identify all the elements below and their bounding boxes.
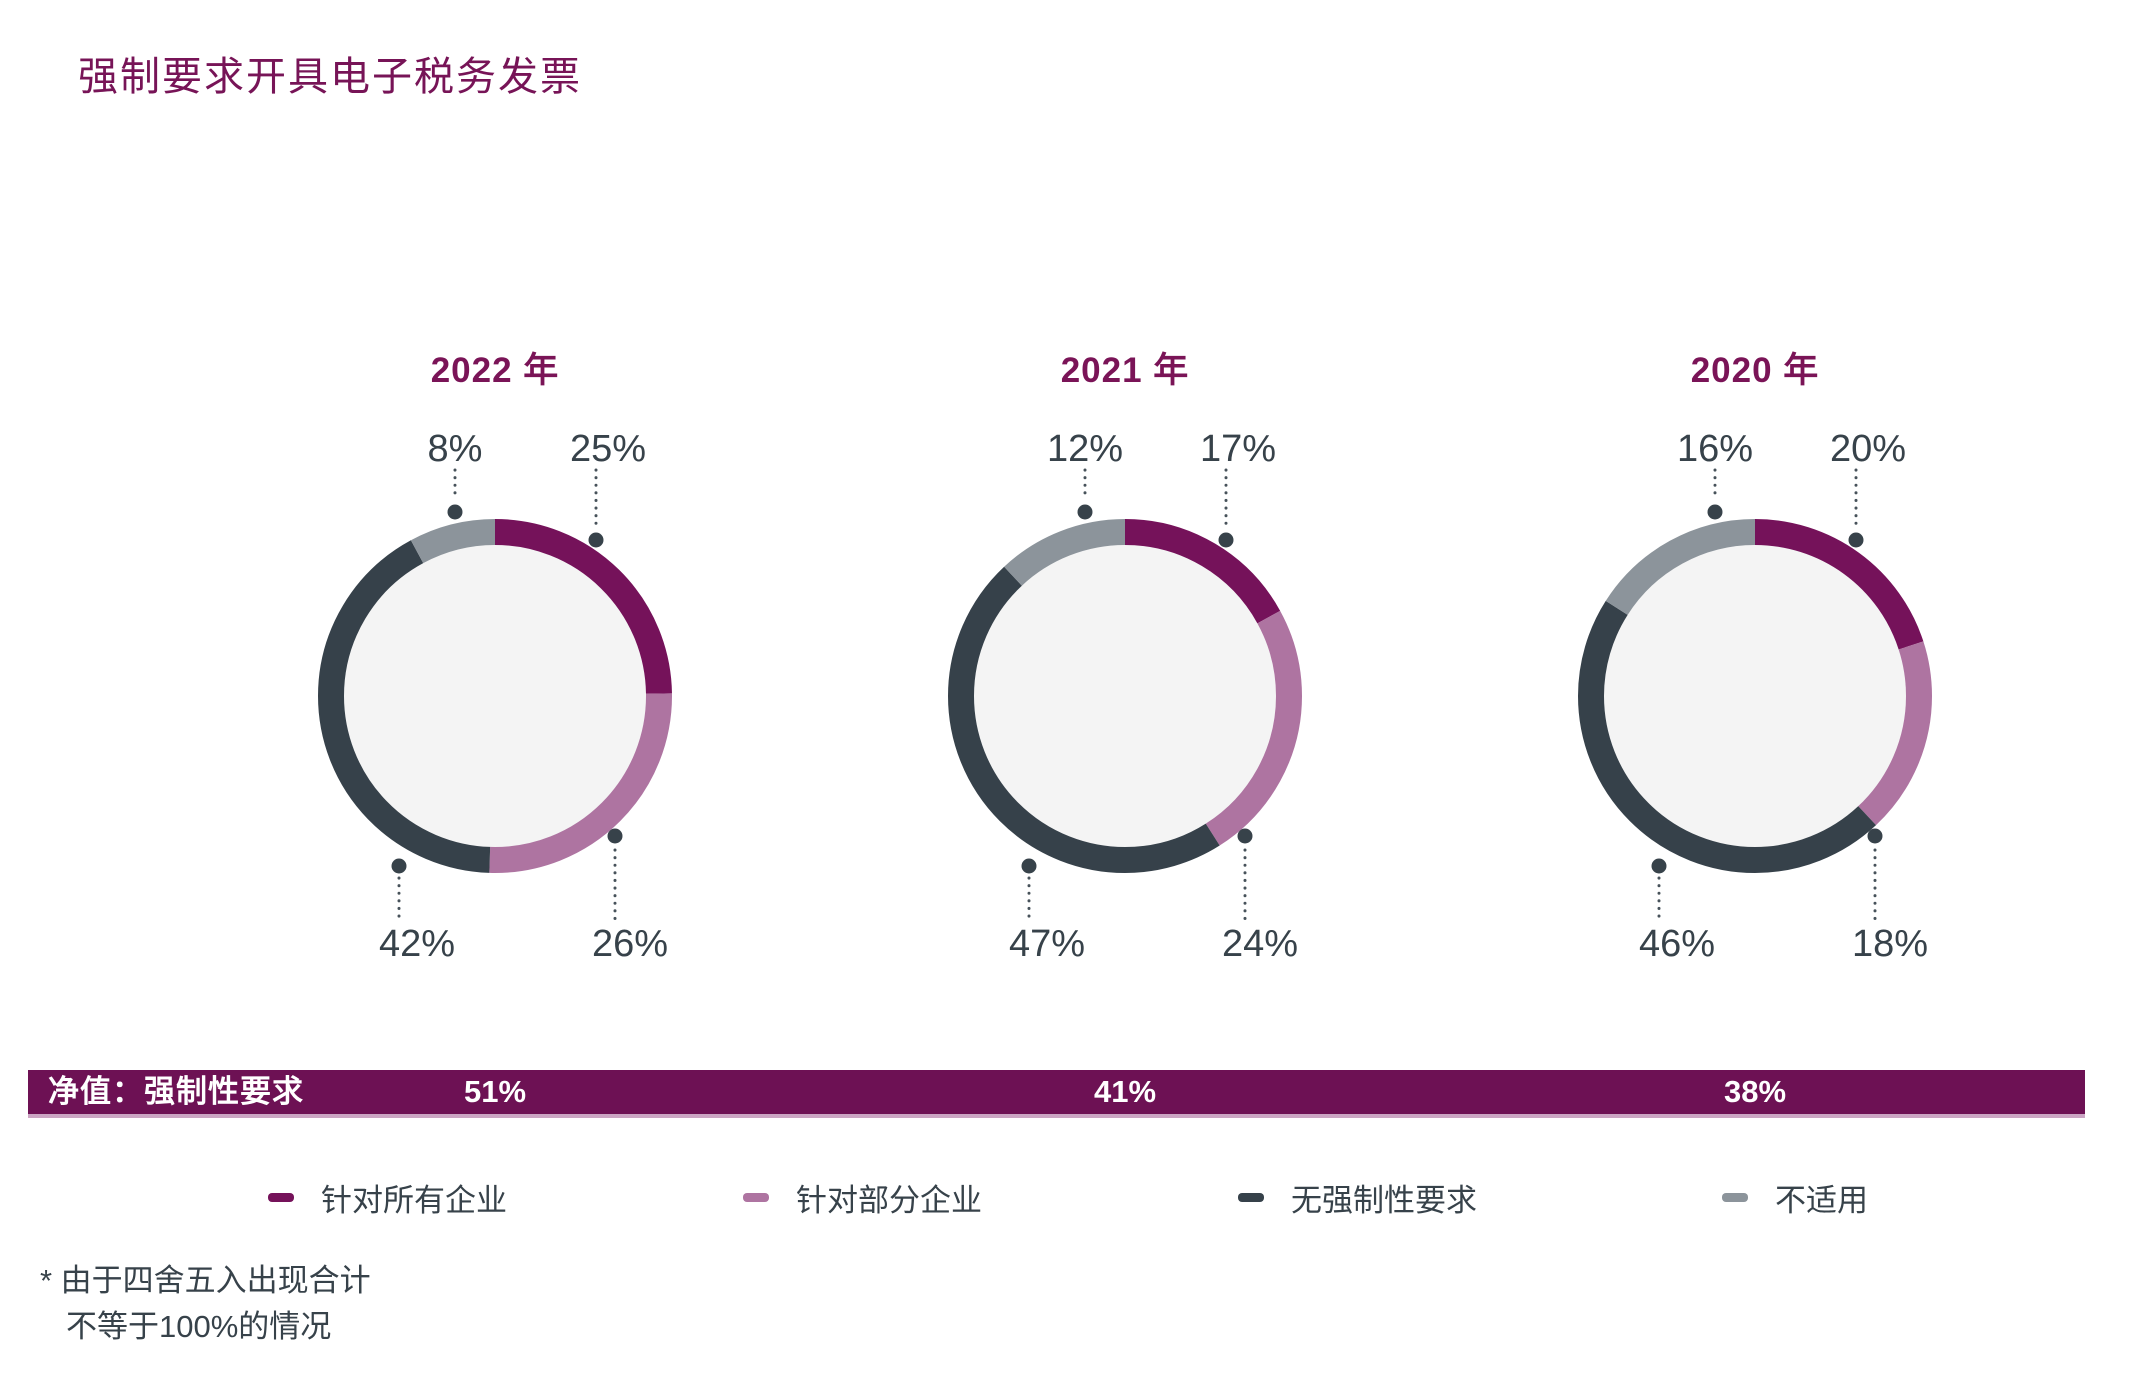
net-value-bar-label: 净值：强制性要求	[48, 1074, 304, 1109]
legend-item-not-applicable: 不适用	[1722, 1177, 1868, 1218]
segment-percent-label: 47%	[1009, 923, 1085, 965]
legend-marker-no-mandate-icon	[1238, 1192, 1264, 1202]
chart-year-title-2020: 2020 年	[1690, 351, 1820, 390]
page-title: 强制要求开具电子税务发票	[78, 55, 582, 99]
donut-segment-针对部分企业	[1578, 519, 1932, 873]
legend-label-not-applicable: 不适用	[1775, 1182, 1868, 1218]
callout-dot	[1237, 828, 1253, 844]
legend-item-no-mandate: 无强制性要求	[1238, 1177, 1477, 1218]
callout-dot	[1218, 532, 1234, 548]
donut-inner-disc	[1604, 545, 1906, 847]
segment-percent-label: 26%	[592, 923, 668, 965]
footnote-line-2: 不等于100%的情况	[66, 1309, 332, 1344]
chart-year-title-2021: 2021 年	[1060, 351, 1190, 390]
net-value-bar: 净值：强制性要求 51% 41% 38%	[28, 1070, 2085, 1118]
donut-segment-针对部分企业	[948, 519, 1302, 873]
segment-percent-label: 24%	[1222, 923, 1298, 965]
donut-chart-2020: 20% 18% 46% 16%	[1578, 428, 1932, 965]
callout-dot	[1021, 858, 1037, 874]
legend-marker-not-applicable-icon	[1722, 1192, 1748, 1202]
chart-year-title-2022: 2022 年	[430, 351, 560, 390]
legend-label-all-companies: 针对所有企业	[321, 1182, 507, 1218]
donut-chart-2022: 25% 26% 42% 8%	[318, 428, 672, 965]
segment-percent-label: 25%	[570, 428, 646, 470]
legend-item-all-companies: 针对所有企业	[268, 1177, 507, 1218]
footnote: * 由于四舍五入出现合计 不等于100%的情况	[40, 1258, 371, 1350]
donut-segment-无强制性要求	[1578, 519, 1932, 873]
callout-dot	[1651, 858, 1667, 874]
legend-label-some-companies: 针对部分企业	[796, 1182, 982, 1218]
net-value-2022: 51%	[463, 1074, 527, 1109]
segment-percent-label: 46%	[1639, 923, 1715, 965]
donut-inner-disc	[974, 545, 1276, 847]
legend-marker-all-companies-icon	[268, 1192, 294, 1202]
donut-segment-不适用	[1578, 519, 1932, 873]
segment-percent-label: 18%	[1852, 923, 1928, 965]
donut-segment-针对部分企业	[318, 519, 672, 873]
donut-chart-2021: 17% 24% 47% 12%	[948, 428, 1302, 965]
segment-percent-label: 42%	[379, 923, 455, 965]
callout-dot	[1848, 532, 1864, 548]
callout-dot	[391, 858, 407, 874]
segment-percent-label: 20%	[1830, 428, 1906, 470]
callout-dot	[1707, 504, 1723, 520]
segment-percent-label: 16%	[1677, 428, 1753, 470]
segment-percent-label: 8%	[428, 428, 483, 470]
legend-marker-some-companies-icon	[743, 1192, 769, 1202]
callout-dot	[1077, 504, 1093, 520]
legend-item-some-companies: 针对部分企业	[743, 1177, 982, 1218]
callout-dot	[607, 828, 623, 844]
footnote-line-1: * 由于四舍五入出现合计	[40, 1263, 371, 1298]
callout-dot	[1867, 828, 1883, 844]
net-value-2021: 41%	[1093, 1074, 1157, 1109]
segment-percent-label: 17%	[1200, 428, 1276, 470]
callout-dot	[588, 532, 604, 548]
callout-dot	[447, 504, 463, 520]
net-value-2020: 38%	[1723, 1074, 1787, 1109]
donut-inner-disc	[344, 545, 646, 847]
donut-segment-无强制性要求	[948, 519, 1302, 873]
donut-segment-不适用	[948, 519, 1302, 873]
donut-segment-无强制性要求	[318, 519, 672, 873]
legend: 针对所有企业 针对部分企业 无强制性要求 不适用	[0, 1177, 2150, 1218]
segment-percent-label: 12%	[1047, 428, 1123, 470]
legend-label-no-mandate: 无强制性要求	[1291, 1182, 1477, 1218]
donut-segment-不适用	[318, 519, 672, 873]
